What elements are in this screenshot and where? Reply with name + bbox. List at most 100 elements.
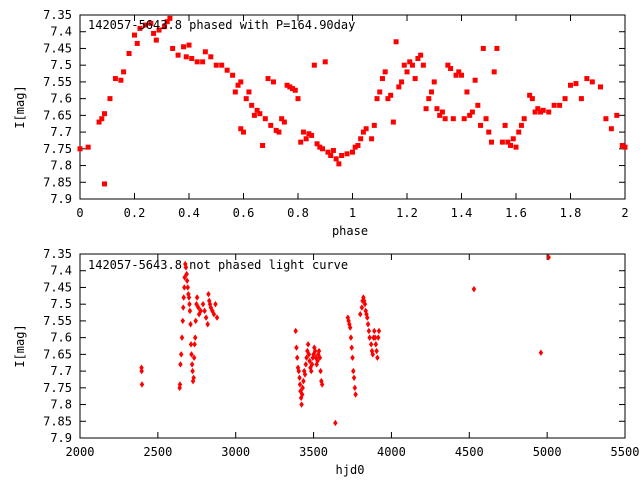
data-point	[137, 25, 143, 31]
data-point	[333, 419, 338, 427]
data-point	[178, 361, 183, 368]
x-tick-label: 5000	[533, 445, 562, 459]
data-point	[322, 59, 328, 65]
data-point	[96, 119, 102, 125]
data-point	[238, 79, 244, 85]
data-point	[192, 334, 198, 341]
data-point	[336, 161, 342, 167]
data-point	[348, 334, 354, 341]
data-point	[442, 116, 448, 122]
y-tick-label: 7.65	[43, 347, 72, 361]
data-point	[179, 334, 185, 341]
data-point	[181, 44, 187, 50]
data-point	[102, 181, 108, 187]
data-point	[294, 344, 299, 351]
data-point	[300, 129, 306, 135]
data-point	[189, 55, 195, 61]
data-point	[314, 361, 319, 368]
data-point	[350, 149, 355, 155]
y-tick-label: 7.85	[43, 175, 72, 189]
data-point	[139, 367, 144, 375]
data-point	[164, 19, 170, 25]
data-point	[388, 92, 394, 98]
data-point	[262, 116, 268, 122]
data-point	[270, 79, 276, 85]
data-point	[448, 66, 454, 72]
data-point	[305, 341, 311, 348]
data-point	[203, 314, 209, 321]
data-point	[538, 109, 544, 115]
data-point	[330, 147, 336, 153]
data-point	[85, 144, 91, 150]
data-point	[603, 116, 609, 122]
data-point	[377, 89, 383, 95]
data-point	[351, 374, 357, 381]
unphased-light-curve-panel: 7.35 7.4 7.45 7.5 7.55 7.6 7.65 7.7 7.75 7.8 7.85 7…	[13, 247, 639, 477]
data-point	[472, 77, 478, 83]
data-point	[527, 92, 533, 98]
data-point	[540, 107, 546, 113]
data-point	[205, 321, 210, 328]
data-point	[194, 294, 200, 301]
data-point	[303, 136, 309, 142]
x-axis-label: hjd0	[336, 463, 365, 477]
data-point	[333, 156, 339, 162]
data-point	[393, 39, 399, 45]
data-point	[192, 341, 197, 348]
data-point	[461, 116, 467, 122]
data-point	[374, 96, 380, 102]
data-point	[257, 111, 263, 117]
data-point	[529, 96, 535, 102]
data-point	[196, 304, 201, 311]
x-tick-label: 1.2	[396, 206, 418, 220]
data-point	[374, 347, 379, 355]
data-point	[535, 106, 541, 112]
data-point	[317, 354, 323, 361]
data-point	[502, 122, 508, 128]
x-tick-label: 2	[621, 206, 628, 220]
data-point	[415, 55, 421, 61]
data-point	[184, 277, 190, 284]
data-point	[390, 119, 396, 125]
data-point	[308, 367, 314, 375]
data-point	[268, 122, 274, 128]
data-point	[170, 45, 176, 51]
y-tick-label: 7.45	[43, 41, 72, 55]
data-point	[287, 84, 293, 90]
data-point	[401, 62, 407, 68]
data-point	[295, 96, 301, 102]
data-point	[464, 89, 470, 95]
x-tick-label: 0.4	[178, 206, 200, 220]
phased-light-curve-panel: 7.35 7.4 7.45 7.5 7.55 7.6 7.65 7.7 7.75 7.8 7.85 7…	[13, 8, 629, 238]
data-point	[126, 50, 132, 56]
data-point	[151, 30, 157, 36]
data-point	[359, 304, 365, 311]
data-point	[499, 139, 505, 145]
data-point	[301, 377, 306, 385]
data-point	[200, 300, 206, 308]
data-point	[429, 89, 435, 95]
data-point	[302, 371, 308, 378]
x-tick-label: 0.8	[287, 206, 309, 220]
data-point	[188, 341, 194, 348]
data-point	[404, 69, 410, 75]
data-point	[317, 144, 323, 150]
data-point	[224, 67, 230, 73]
data-point	[475, 102, 481, 108]
data-point	[396, 84, 402, 90]
data-point	[516, 129, 522, 135]
data-point	[546, 254, 551, 261]
data-point	[265, 76, 271, 82]
data-point	[77, 146, 83, 152]
data-point	[310, 354, 316, 361]
y-tick-label: 7.7	[50, 125, 72, 139]
data-point	[589, 79, 595, 85]
data-point	[299, 401, 304, 408]
data-point	[249, 102, 255, 108]
data-point	[423, 106, 429, 112]
y-tick-label: 7.4	[50, 264, 72, 278]
data-point	[303, 361, 309, 368]
data-point	[328, 153, 334, 159]
data-point	[134, 40, 140, 46]
